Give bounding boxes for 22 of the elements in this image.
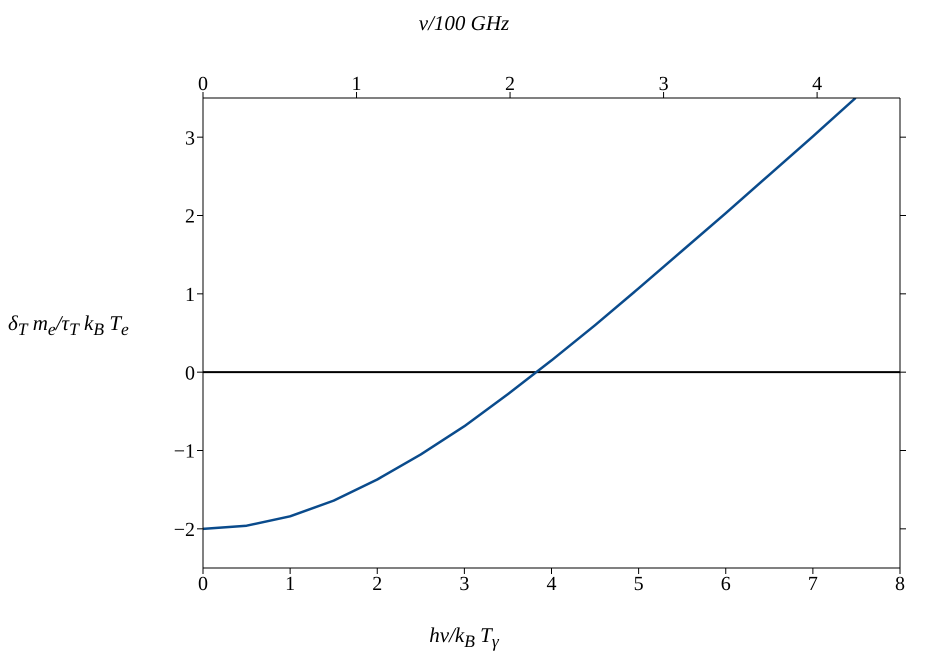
y-tick-label: −1 — [174, 440, 195, 463]
x-tick-label: 5 — [634, 573, 644, 596]
x2-axis-title: ν/100 GHz — [418, 10, 510, 37]
x-tick-label: 3 — [459, 573, 470, 596]
y-tick-label: 2 — [185, 206, 195, 228]
x2-tick-label: 1 — [352, 73, 362, 95]
y-tick-label: 0 — [185, 362, 195, 384]
x-tick-label: 1 — [285, 573, 296, 596]
x2-tick-label: 2 — [505, 73, 516, 95]
x-axis-title: hν/k$_{B}$ T$_{γ}$ — [428, 622, 500, 654]
x2-tick-label: 3 — [658, 73, 669, 95]
text: δ$_{T}$ m$_{e}$/τ$_{T}$ k$_{B}$ T$_{e}$ — [8, 311, 129, 340]
x-tick-label: 4 — [546, 573, 556, 596]
y-tick-label: −2 — [174, 518, 195, 541]
line-series — [203, 98, 857, 530]
x-tick-label: 6 — [720, 573, 731, 596]
x-tick-label: 2 — [372, 573, 382, 596]
x2-tick-label: 4 — [812, 73, 822, 95]
y-tick-label: 3 — [185, 127, 195, 150]
x-tick-label: 8 — [895, 573, 905, 596]
y-tick-label: 1 — [185, 284, 195, 306]
x-tick-label: 7 — [808, 573, 818, 596]
